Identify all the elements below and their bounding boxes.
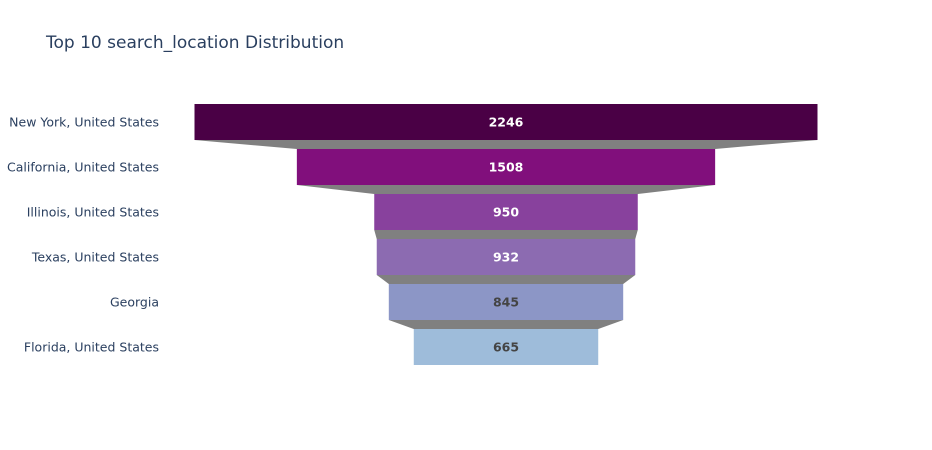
funnel-connector-2: [296, 185, 716, 194]
funnel-bar-california-united-states[interactable]: [296, 149, 716, 185]
funnel-bar-illinois-united-states[interactable]: [374, 194, 638, 230]
category-label-california-united-states: California, United States: [7, 160, 159, 175]
funnel-connector-3: [374, 230, 638, 239]
funnel-connectors: [194, 140, 818, 329]
chart-title: Top 10 search_location Distribution: [46, 33, 345, 53]
funnel-category-labels: New York, United States California, Unite…: [7, 115, 159, 355]
funnel-bar-florida-united-states[interactable]: [413, 329, 599, 365]
funnel-connector-4: [376, 275, 636, 284]
category-label-texas-united-states: Texas, United States: [31, 250, 159, 265]
category-label-florida-united-states: Florida, United States: [24, 340, 159, 355]
value-label-texas-united-states: 932: [493, 250, 519, 265]
funnel-connector-5: [388, 320, 624, 329]
value-label-illinois-united-states: 950: [493, 205, 519, 220]
value-label-new-york-united-states: 2246: [489, 115, 524, 130]
value-label-florida-united-states: 665: [493, 340, 519, 355]
funnel-bar-georgia[interactable]: [388, 284, 624, 320]
category-label-illinois-united-states: Illinois, United States: [27, 205, 159, 220]
funnel-connector-1: [194, 140, 818, 149]
category-label-georgia: Georgia: [110, 295, 159, 310]
funnel-bar-texas-united-states[interactable]: [376, 239, 636, 275]
category-label-new-york-united-states: New York, United States: [9, 115, 159, 130]
value-label-georgia: 845: [493, 295, 519, 310]
funnel-value-labels: 2246 1508 950 932 845 665: [489, 115, 524, 355]
value-label-california-united-states: 1508: [489, 160, 524, 175]
funnel-bar-new-york-united-states[interactable]: [194, 104, 818, 140]
funnel-bars: [194, 104, 818, 365]
